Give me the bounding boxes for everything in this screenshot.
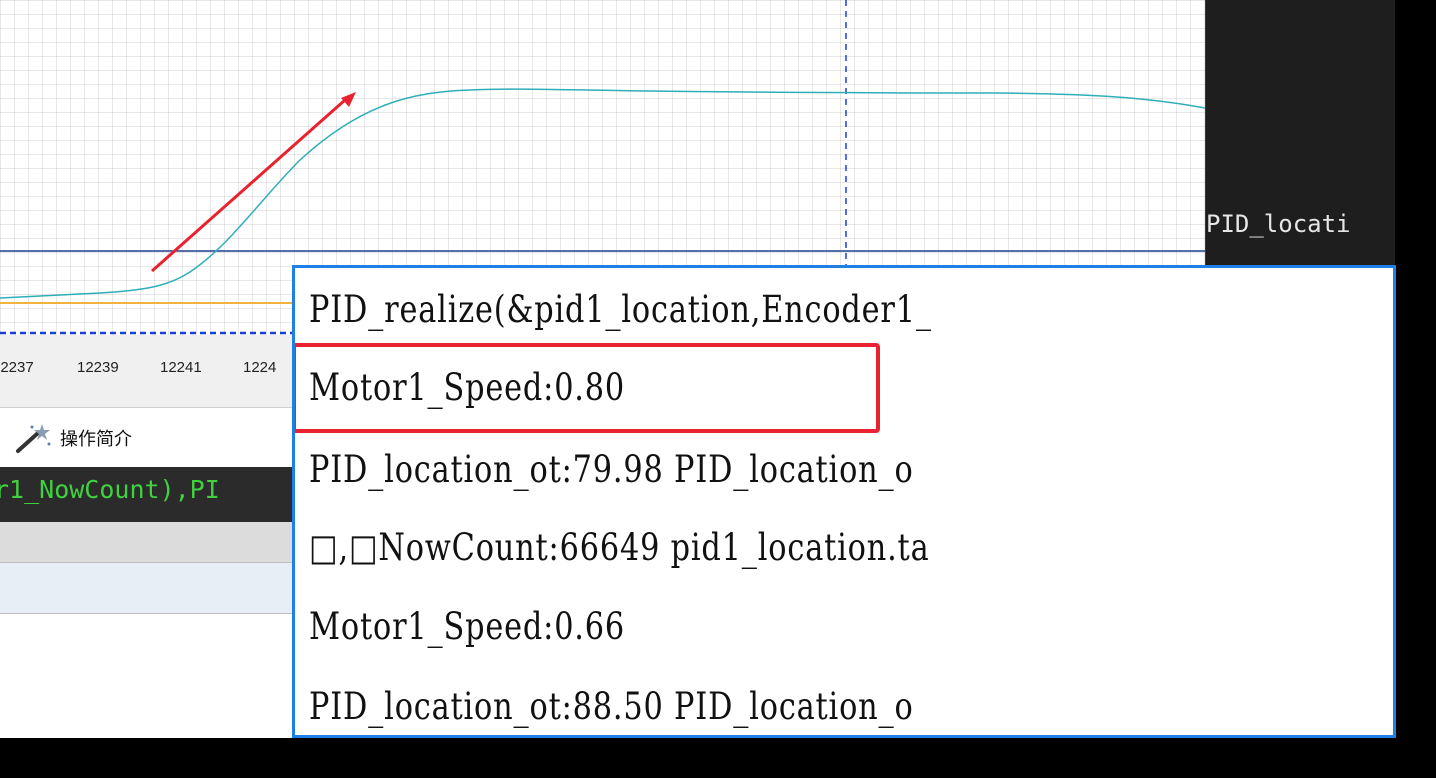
output-line: □,□NowCount:66649 pid1_location.ta	[309, 526, 930, 569]
magic-wand-icon	[16, 424, 51, 453]
waveform-plot	[0, 0, 1205, 335]
x-axis: 12237 12239 12241 1224	[0, 335, 292, 407]
output-line: PID_location_ot:79.98 PID_location_o	[309, 448, 914, 491]
trend-arrow	[151, 98, 346, 273]
x-tick-label: 12239	[77, 359, 119, 376]
highlight-box	[295, 343, 880, 433]
output-line: PID_realize(&pid1_location,Encoder1_	[309, 288, 932, 331]
empty-pane	[0, 614, 292, 738]
x-tick-label: 12237	[0, 359, 34, 376]
x-tick-label: 1224	[243, 359, 277, 376]
operation-intro-button[interactable]: 操作简介	[14, 422, 132, 454]
output-line: Motor1_Speed:0.66	[309, 605, 626, 648]
dark-side-panel: PID_locati	[1205, 0, 1396, 270]
gray-band-lower	[0, 563, 292, 614]
code-line-text: r1_NowCount),PI	[0, 475, 220, 504]
gray-band-upper	[0, 522, 292, 563]
side-panel-text: PID_locati	[1206, 210, 1351, 238]
toolbar-item-label: 操作简介	[60, 429, 132, 449]
x-tick-label: 12241	[160, 359, 202, 376]
response-curve	[0, 88, 1205, 299]
serial-output-popup[interactable]: PID_realize(&pid1_location,Encoder1_ Mot…	[292, 265, 1396, 738]
bottom-black-band	[0, 738, 1436, 778]
waveform-chart[interactable]	[0, 0, 1205, 335]
output-line: PID_location_ot:88.50 PID_location_o	[309, 685, 914, 728]
right-edge-strip	[1395, 0, 1436, 778]
toolbar-strip: 操作简介	[0, 407, 292, 468]
trend-arrow-head	[341, 92, 356, 107]
code-line-strip[interactable]: r1_NowCount),PI	[0, 467, 292, 522]
output-line: Motor1_Speed:0.80	[309, 366, 626, 409]
